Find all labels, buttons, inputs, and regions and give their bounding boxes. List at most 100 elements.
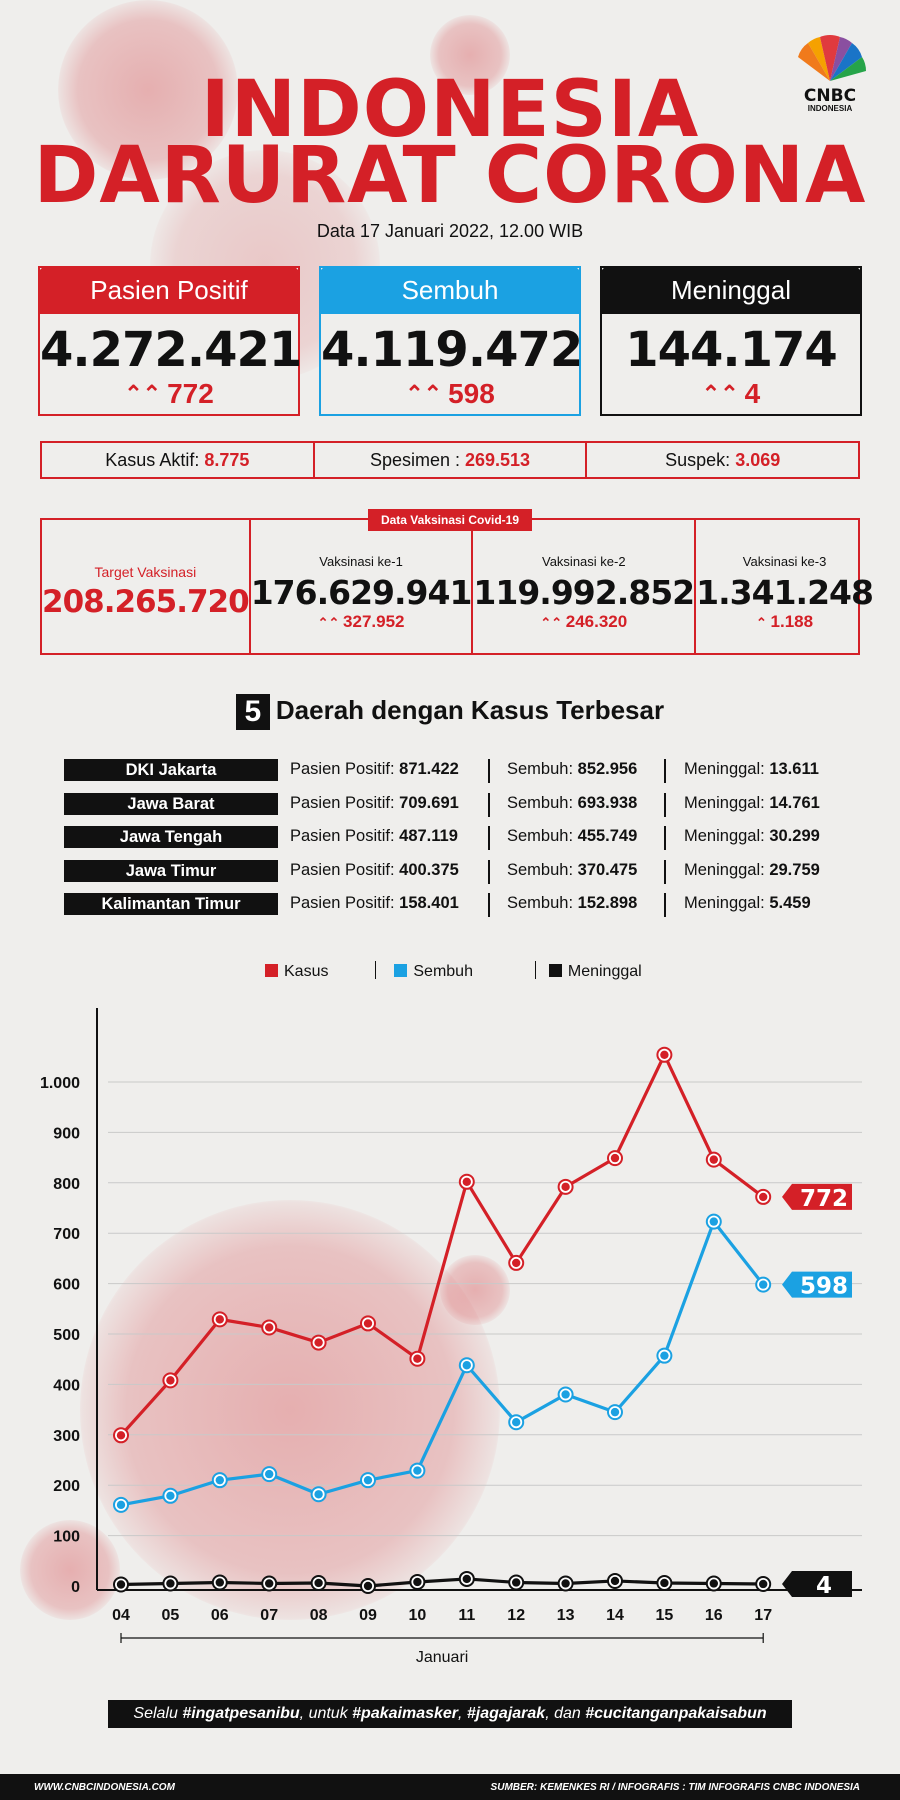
region-meninggal: Meninggal: 13.611 bbox=[684, 760, 819, 779]
line-chart: 0 100 200 300 400 500 600 700 800 900 1.000 04 05 06 0… bbox=[40, 1008, 862, 1666]
double-chevron-up-icon: ⌃⌃ bbox=[540, 615, 566, 630]
hashtag-mid-3: , dan bbox=[545, 1705, 586, 1722]
x-tick-label: 16 bbox=[705, 1607, 723, 1624]
hashtag-mid-1: , untuk bbox=[299, 1705, 353, 1722]
data-point-core bbox=[363, 1475, 373, 1485]
row-divider bbox=[664, 792, 666, 817]
region-sembuh: Sembuh: 370.475 bbox=[507, 861, 637, 880]
region-positif: Pasien Positif: 158.401 bbox=[290, 894, 459, 913]
page-title-line2: DARURAT CORONA bbox=[33, 131, 867, 221]
x-tick-label: 05 bbox=[162, 1607, 180, 1624]
target-value: 208.265.720 bbox=[42, 584, 250, 620]
data-point-core bbox=[561, 1182, 570, 1192]
positif-label: Pasien Positif: bbox=[290, 860, 395, 879]
spesimen-value: 269.513 bbox=[465, 450, 531, 470]
row-divider bbox=[488, 792, 490, 817]
peacock-icon bbox=[798, 35, 867, 81]
legend-swatch-sembuh bbox=[394, 964, 408, 977]
card-sembuh-label: Sembuh bbox=[319, 266, 581, 314]
card-sembuh: Sembuh 4.119.472 ⌃⌃ 598 bbox=[319, 266, 583, 416]
footer-website[interactable]: WWW.CNBCINDONESIA.COM bbox=[34, 1782, 175, 1793]
x-tick-label: 08 bbox=[310, 1607, 328, 1624]
table-row: DKI Jakarta Pasien Positif: 871.422 Sembuh… bbox=[64, 759, 864, 783]
kasus-aktif-label: Kasus Aktif: bbox=[105, 450, 200, 470]
data-point-core bbox=[413, 1577, 422, 1587]
series-line-kasus bbox=[119, 1053, 765, 1437]
region-positif: Pasien Positif: 709.691 bbox=[290, 794, 459, 813]
hashtag-prefix: Selalu bbox=[133, 1705, 183, 1722]
data-point-core bbox=[413, 1466, 422, 1475]
row-divider bbox=[488, 859, 490, 884]
region-name: Kalimantan Timur bbox=[64, 893, 278, 915]
sembuh-label: Sembuh: bbox=[507, 760, 574, 778]
sembuh-label: Sembuh: bbox=[507, 827, 574, 845]
row-divider bbox=[488, 759, 490, 783]
sembuh-value: 455.749 bbox=[577, 827, 638, 845]
region-meninggal: Meninggal: 5.459 bbox=[684, 894, 811, 913]
suspek-value: 3.069 bbox=[735, 450, 781, 470]
positif-value: 871.422 bbox=[399, 760, 459, 778]
data-point-core bbox=[561, 1579, 570, 1588]
x-tick-label: 06 bbox=[211, 1607, 229, 1624]
dose-1-delta: ⌃⌃ 327.952 bbox=[251, 612, 472, 632]
x-tick-label: 12 bbox=[507, 1607, 525, 1624]
region-sembuh: Sembuh: 693.938 bbox=[507, 794, 637, 813]
positif-label: Pasien Positif: bbox=[290, 894, 395, 912]
sembuh-value: 852.956 bbox=[577, 760, 638, 778]
end-label-text: 4 bbox=[816, 1573, 832, 1599]
sembuh-label: Sembuh: bbox=[507, 793, 574, 812]
x-tick-label: 11 bbox=[458, 1607, 475, 1624]
region-name: Jawa Timur bbox=[64, 859, 278, 882]
data-point-core bbox=[462, 1361, 471, 1370]
suspek: Suspek: 3.069 bbox=[587, 443, 858, 477]
virus-decoration bbox=[58, 0, 238, 180]
y-tick-label: 1.000 bbox=[40, 1075, 80, 1092]
card-positif-label: Pasien Positif bbox=[38, 266, 300, 314]
meninggal-value: 14.761 bbox=[769, 793, 820, 812]
card-positif-value: 4.272.421 bbox=[40, 322, 302, 378]
x-tick-label: 15 bbox=[656, 1607, 674, 1624]
spesimen-label: Spesimen : bbox=[369, 450, 460, 470]
end-label-text: 772 bbox=[800, 1186, 848, 1212]
data-point-core bbox=[759, 1579, 768, 1589]
region-positif: Pasien Positif: 400.375 bbox=[290, 861, 459, 880]
regions-title: 5 Daerah dengan Kasus Terbesar bbox=[0, 694, 900, 730]
vaccination-dose-3: Vaksinasi ke-3 1.341.248 ⌃ 1.188 bbox=[696, 520, 874, 653]
positif-value: 400.375 bbox=[399, 860, 459, 879]
x-tick-label: 13 bbox=[557, 1607, 575, 1624]
vaccination-box: Target Vaksinasi 208.265.720 Vaksinasi k… bbox=[40, 518, 874, 655]
legend-label-kasus: Kasus bbox=[284, 963, 329, 980]
data-point-core bbox=[759, 1192, 768, 1202]
data-point-core bbox=[116, 1580, 126, 1589]
data-point-core bbox=[265, 1323, 274, 1332]
legend-item-meninggal: Meninggal bbox=[548, 963, 642, 980]
card-sembuh-delta-value: 598 bbox=[448, 378, 495, 409]
hashtag-2: #pakaimasker bbox=[352, 1705, 459, 1722]
data-point-core bbox=[660, 1578, 669, 1588]
double-chevron-up-icon: ⌃⌃ bbox=[317, 615, 344, 630]
table-row: Jawa Timur Pasien Positif: 400.375 Sembuh:… bbox=[64, 859, 864, 884]
data-point-core bbox=[215, 1315, 224, 1324]
sembuh-value: 152.898 bbox=[577, 894, 638, 912]
data-point-core bbox=[166, 1579, 175, 1588]
positif-label: Pasien Positif: bbox=[290, 760, 395, 778]
data-point-core bbox=[215, 1578, 224, 1587]
data-point-core bbox=[610, 1576, 620, 1586]
logo-subtext: INDONESIA bbox=[807, 104, 853, 113]
hashtag-4: #cucitanganpakaisabun bbox=[585, 1705, 767, 1722]
data-point-core bbox=[265, 1469, 274, 1479]
data-point-core bbox=[709, 1579, 718, 1588]
hashtag-banner: Selalu #ingatpesanibu, untuk #pakaimaske… bbox=[108, 1700, 792, 1728]
data-point-core bbox=[610, 1407, 620, 1417]
virus-decoration bbox=[440, 1255, 510, 1325]
row-divider bbox=[664, 826, 666, 850]
meninggal-value: 13.611 bbox=[769, 760, 819, 778]
y-tick-label: 200 bbox=[53, 1478, 80, 1495]
x-tick-label: 14 bbox=[606, 1607, 624, 1624]
card-positif: Pasien Positif 4.272.421 ⌃⌃ 772 bbox=[38, 266, 302, 416]
meninggal-value: 29.759 bbox=[769, 860, 820, 879]
data-point-core bbox=[610, 1153, 620, 1163]
row-divider bbox=[488, 893, 490, 917]
x-tick-label: 17 bbox=[754, 1607, 772, 1624]
data-point-core bbox=[413, 1354, 422, 1363]
